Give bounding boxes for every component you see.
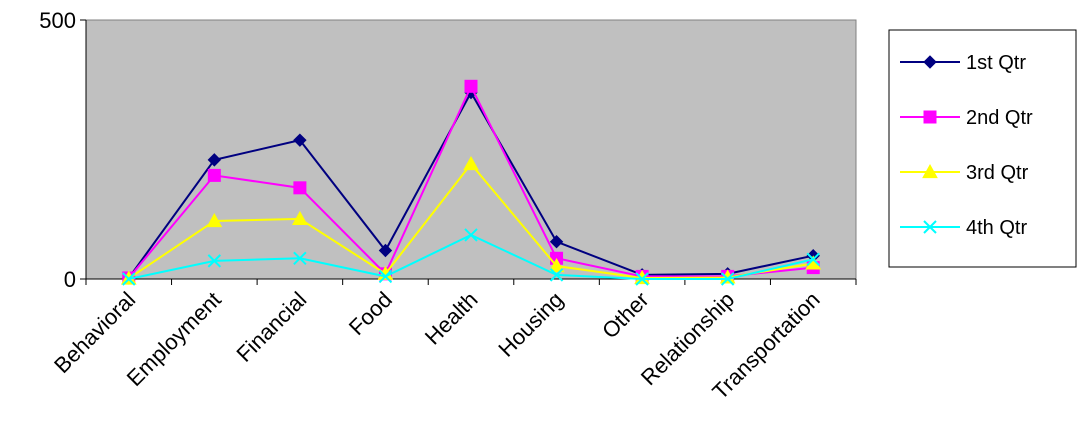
data-point — [207, 254, 222, 268]
x-tick-label: Food — [344, 287, 397, 340]
legend-marker — [923, 55, 937, 69]
data-point — [463, 155, 479, 171]
data-point — [206, 212, 223, 228]
data-point — [464, 79, 478, 93]
data-point — [635, 272, 649, 286]
legend-marker — [923, 220, 937, 234]
data-point — [207, 168, 221, 182]
data-point — [293, 133, 307, 147]
data-point — [122, 272, 136, 286]
legend-marker — [922, 163, 938, 179]
y-tick-label: 500 — [39, 8, 76, 33]
x-tick-label: Behavioral — [49, 287, 140, 378]
data-point — [378, 243, 393, 258]
y-ticks: 0 500 — [39, 8, 86, 292]
data-point — [549, 268, 564, 282]
data-point — [293, 181, 307, 195]
series-layer — [120, 79, 822, 286]
legend-label: 1st Qtr — [966, 52, 1026, 74]
x-tick-label: Financial — [231, 287, 311, 367]
legend-label: 3rd Qtr — [966, 162, 1029, 184]
x-tick-label: Housing — [493, 287, 568, 362]
data-point — [549, 234, 564, 249]
data-point — [293, 251, 307, 265]
legend-label: 4th Qtr — [966, 217, 1027, 239]
plot-area — [85, 19, 857, 280]
data-point — [720, 272, 735, 286]
x-tick-label: Health — [420, 287, 483, 350]
data-point — [378, 269, 393, 284]
legend: 1st Qtr 2nd Qtr 3rd Qtr 4th Qtr — [888, 29, 1077, 268]
data-point — [548, 258, 565, 273]
data-point — [292, 210, 308, 226]
legend-marker — [923, 110, 937, 124]
data-point — [634, 269, 650, 285]
x-tick-label: Other — [597, 287, 654, 344]
data-point — [207, 153, 222, 167]
y-tick-label: 0 — [64, 267, 76, 292]
legend-label: 2nd Qtr — [966, 107, 1033, 129]
data-point — [806, 252, 820, 267]
data-point — [464, 228, 478, 242]
